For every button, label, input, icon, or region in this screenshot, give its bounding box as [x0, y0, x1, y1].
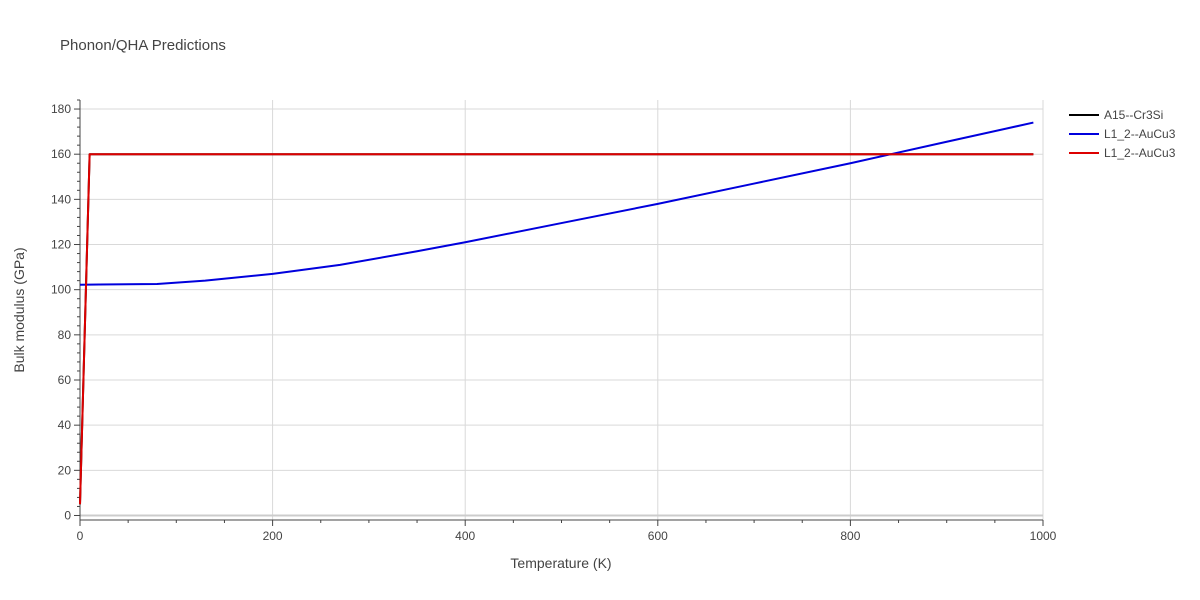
- series-lines: [79, 121, 1034, 505]
- y-tick-label: 140: [51, 192, 71, 206]
- chart-title: Phonon/QHA Predictions: [60, 37, 226, 54]
- legend[interactable]: A15--Cr3Si L1_2--AuCu3 L1_2--AuCu3: [1069, 108, 1176, 160]
- y-tick-label: 80: [58, 328, 72, 342]
- y-tick-label: 40: [58, 418, 72, 432]
- y-tick-label: 120: [51, 238, 71, 252]
- legend-label: A15--Cr3Si: [1104, 108, 1163, 122]
- x-axis-label: Temperature (K): [510, 555, 611, 571]
- y-tick-label: 100: [51, 283, 71, 297]
- y-tick-label: 60: [58, 373, 72, 387]
- x-tick-label: 0: [77, 529, 84, 543]
- y-tick-label: 0: [64, 508, 71, 522]
- series-line-2: [79, 153, 1034, 505]
- tick-labels: 0 200 400 600 800 1000 0 20 40 60 80 100 120 140 160 18…: [51, 102, 1057, 543]
- grid: [80, 100, 1044, 520]
- legend-item-1[interactable]: L1_2--AuCu3: [1069, 127, 1176, 141]
- y-tick-label: 180: [51, 102, 71, 116]
- x-tick-label: 600: [648, 529, 668, 543]
- y-tick-label: 160: [51, 147, 71, 161]
- x-tick-label: 1000: [1030, 529, 1057, 543]
- axes: [74, 99, 1044, 526]
- series-line-0: [79, 153, 1034, 505]
- legend-item-0[interactable]: A15--Cr3Si: [1069, 108, 1163, 122]
- legend-item-2[interactable]: L1_2--AuCu3: [1069, 146, 1176, 160]
- x-tick-label: 400: [455, 529, 475, 543]
- x-tick-label: 200: [263, 529, 283, 543]
- series-line-1: [79, 121, 1034, 286]
- y-tick-label: 20: [58, 463, 72, 477]
- legend-label: L1_2--AuCu3: [1104, 127, 1176, 141]
- legend-label: L1_2--AuCu3: [1104, 146, 1176, 160]
- x-tick-label: 800: [840, 529, 860, 543]
- y-axis-label: Bulk modulus (GPa): [11, 247, 27, 372]
